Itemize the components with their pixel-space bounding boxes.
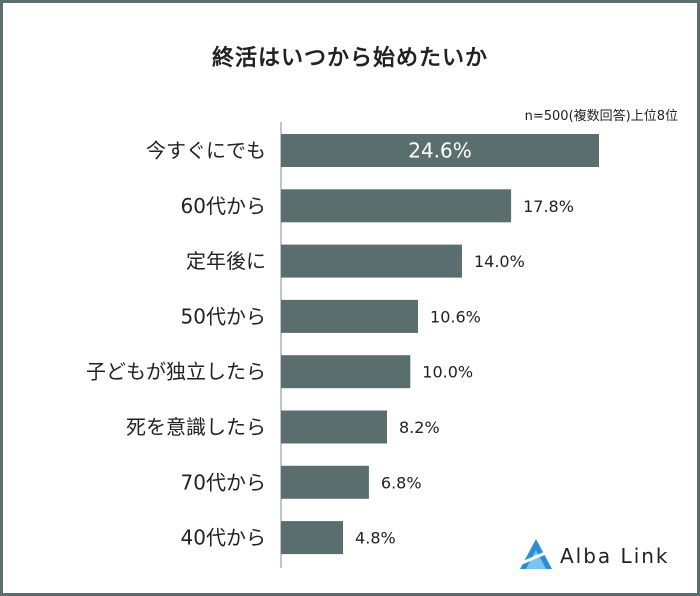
category-label: 子どもが独立したら xyxy=(86,360,266,384)
bar xyxy=(281,299,419,333)
alba-link-logo-icon xyxy=(520,539,552,569)
bar xyxy=(281,521,344,555)
sample-note: n=500(複数回答)上位8位 xyxy=(524,109,678,124)
value-label: 4.8% xyxy=(355,529,396,548)
category-label: 60代から xyxy=(181,194,266,218)
bar xyxy=(281,355,411,389)
value-label: 17.8% xyxy=(523,197,574,216)
bar xyxy=(281,189,512,223)
bar xyxy=(281,410,387,444)
value-label: 14.0% xyxy=(474,252,525,271)
category-label: 今すぐにでも xyxy=(146,139,266,163)
value-label: 10.6% xyxy=(430,307,481,326)
value-label: 6.8% xyxy=(381,473,422,492)
category-label: 死を意識したら xyxy=(126,415,266,439)
bar xyxy=(281,134,599,167)
value-label: 24.6% xyxy=(408,139,472,163)
bar xyxy=(281,244,462,278)
category-label: 70代から xyxy=(181,470,266,494)
category-label: 40代から xyxy=(181,526,266,550)
value-label: 10.0% xyxy=(422,363,473,382)
bar xyxy=(281,465,369,499)
category-label: 定年後に xyxy=(186,249,266,273)
brand-logo: Alba Link xyxy=(516,537,676,571)
value-label: 8.2% xyxy=(399,418,440,437)
chart-title: 終活はいつから始めたいか xyxy=(211,46,488,71)
category-label: 50代から xyxy=(181,304,266,328)
brand-name: Alba Link xyxy=(560,544,670,568)
